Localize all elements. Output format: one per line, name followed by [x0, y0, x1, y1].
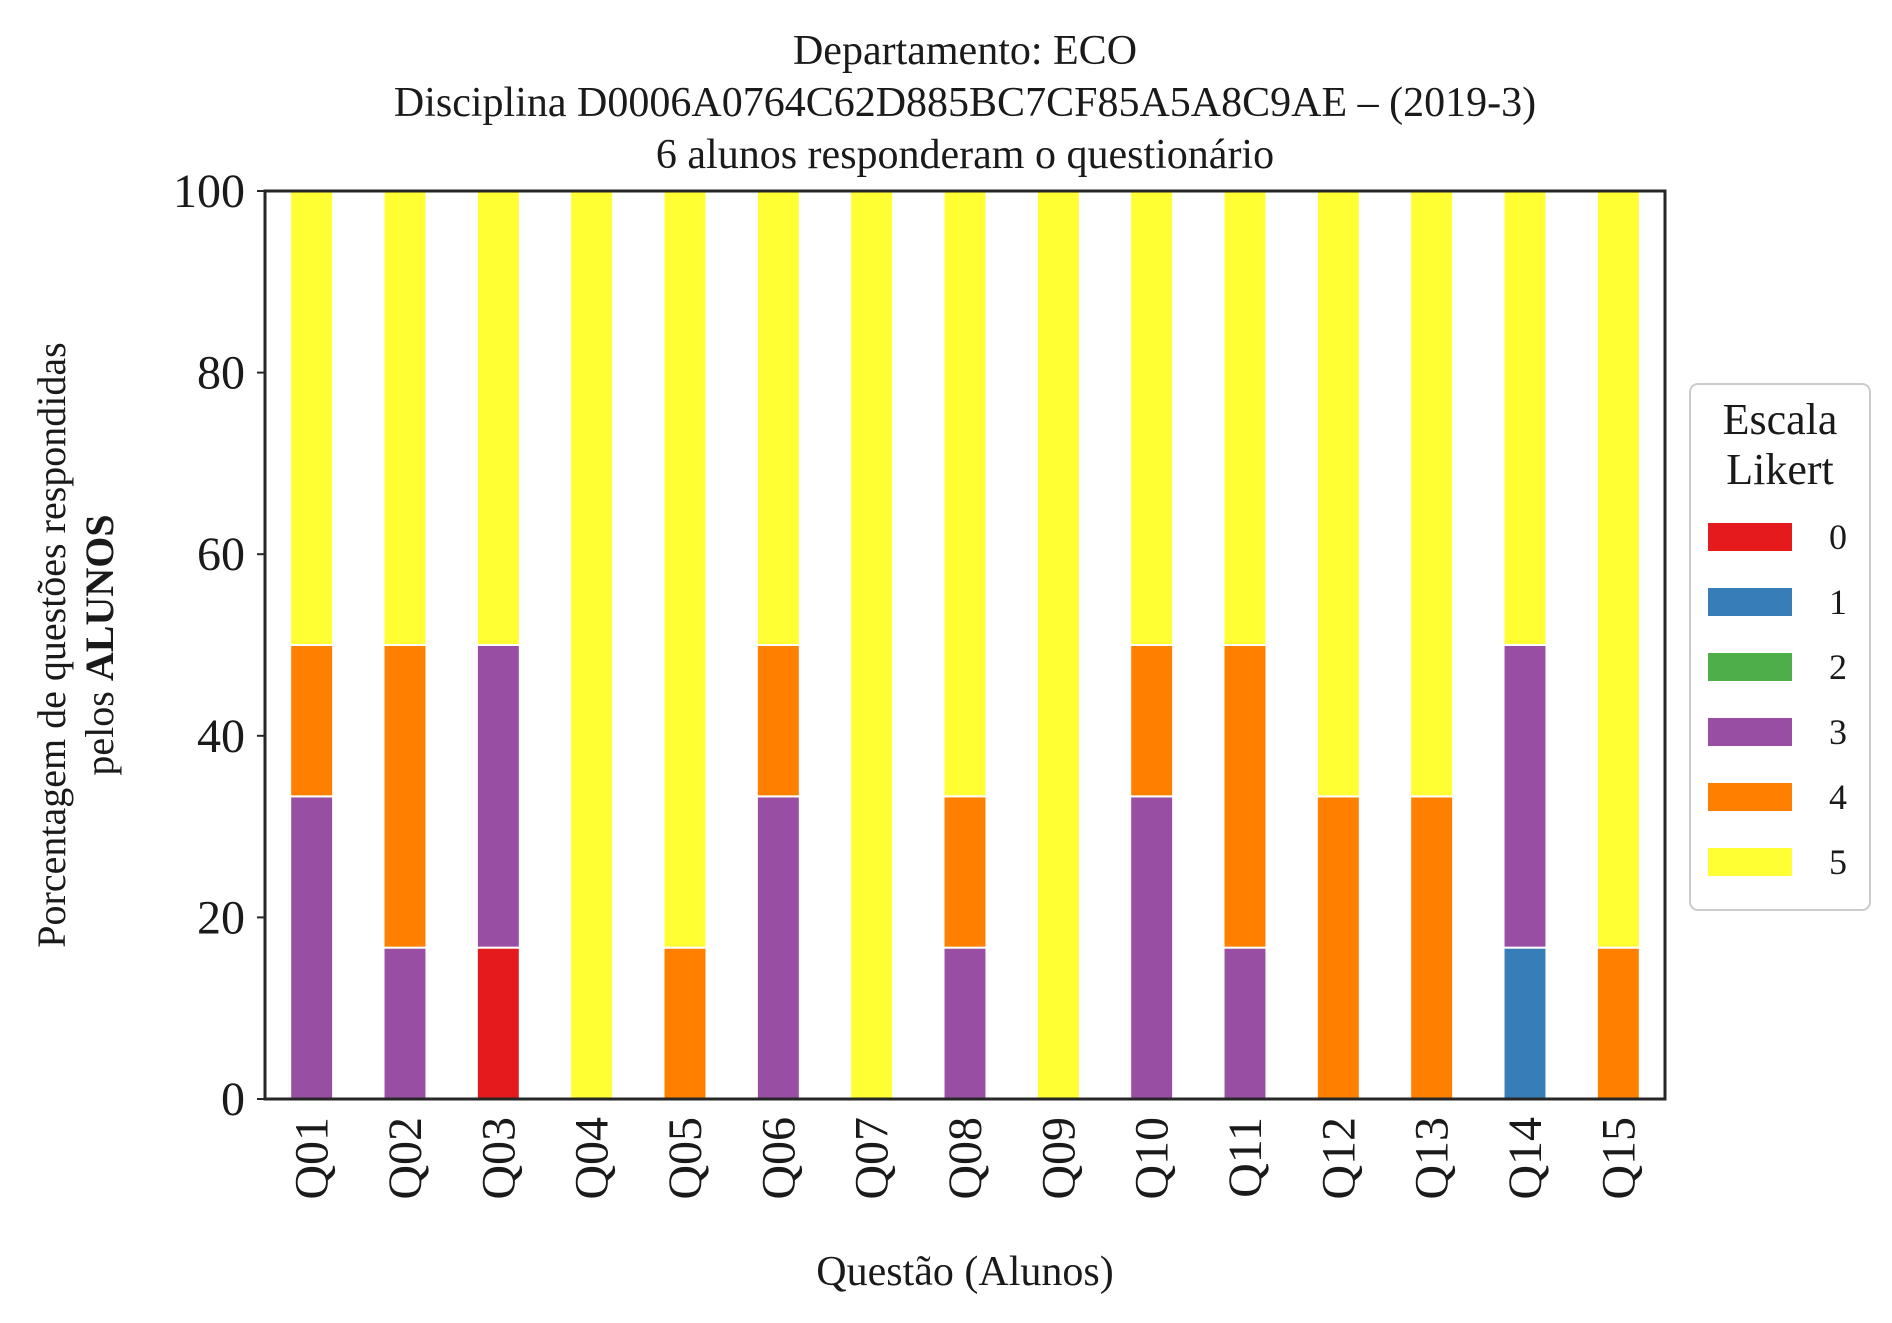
y-axis-label-line-1: Porcentagem de questões respondidas	[29, 342, 74, 947]
legend-label-5: 5	[1829, 842, 1847, 882]
bars-layer	[289, 189, 1641, 1101]
bar-segment-Q07-series-5	[849, 190, 895, 1100]
bar-segment-Q04-series-5	[569, 190, 615, 1100]
bar-segment-Q02-series-5	[382, 190, 428, 646]
legend-label-1: 1	[1829, 582, 1847, 622]
x-tick-label-Q03: Q03	[472, 1117, 525, 1200]
bar-segment-Q06-series-4	[755, 644, 801, 798]
x-tick-label-Q06: Q06	[752, 1117, 805, 1200]
legend-label-0: 0	[1829, 517, 1847, 557]
legend-title-line-1: Escala	[1723, 395, 1838, 444]
bar-segment-Q01-series-3	[289, 795, 335, 1100]
bar-segment-Q05-series-4	[662, 946, 708, 1101]
legend-title-line-2: Likert	[1726, 445, 1834, 494]
bar-segment-Q02-series-4	[382, 644, 428, 949]
title-line-3: 6 alunos responderam o questionário	[656, 132, 1274, 178]
bar-segment-Q11-series-5	[1222, 190, 1268, 646]
legend-items: 0 1 2 3 4 5	[1708, 517, 1847, 882]
bar-segment-Q10-series-4	[1129, 644, 1175, 798]
x-tick-label-Q08: Q08	[939, 1117, 992, 1200]
x-tick-label-Q13: Q13	[1406, 1117, 1459, 1200]
bar-segment-Q11-series-3	[1222, 946, 1268, 1101]
title-line-2: Disciplina D0006A0764C62D885BC7CF85A5A8C…	[394, 80, 1536, 126]
x-tick-label-Q10: Q10	[1126, 1117, 1179, 1200]
x-tick-label-Q07: Q07	[846, 1117, 899, 1200]
x-axis-ticks: Q01 Q02 Q03 Q04 Q05 Q06 Q07 Q08 Q09 Q10 Q11 Q12 Q13 Q…	[286, 1117, 1646, 1200]
bar-segment-Q08-series-4	[942, 795, 988, 949]
x-tick-label-Q15: Q15	[1592, 1117, 1645, 1200]
bar-segment-Q14-series-1	[1502, 946, 1548, 1101]
legend-swatch-3	[1708, 718, 1792, 746]
bar-segment-Q06-series-5	[755, 190, 801, 646]
x-axis-label: Questão (Alunos)	[816, 1249, 1113, 1295]
legend-swatch-4	[1708, 783, 1792, 811]
x-tick-label-Q09: Q09	[1032, 1117, 1085, 1200]
bar-segment-Q10-series-5	[1129, 190, 1175, 646]
bar-segment-Q15-series-5	[1595, 190, 1641, 949]
bar-segment-Q01-series-5	[289, 190, 335, 646]
bar-segment-Q03-series-3	[475, 644, 521, 949]
y-tick-label-80: 80	[197, 347, 245, 400]
bar-segment-Q01-series-4	[289, 644, 335, 798]
y-tick-label-40: 40	[197, 710, 245, 763]
x-tick-label-Q14: Q14	[1499, 1117, 1552, 1200]
bar-segment-Q12-series-4	[1315, 795, 1361, 1100]
x-tick-label-Q11: Q11	[1219, 1117, 1272, 1198]
title-line-1: Departamento: ECO	[793, 28, 1137, 74]
y-tick-label-0: 0	[221, 1073, 245, 1126]
bar-segment-Q14-series-3	[1502, 644, 1548, 949]
bar-segment-Q14-series-5	[1502, 190, 1548, 646]
bar-segment-Q13-series-5	[1409, 190, 1455, 798]
bar-segment-Q15-series-4	[1595, 946, 1641, 1101]
x-tick-label-Q12: Q12	[1312, 1117, 1365, 1200]
bar-segment-Q02-series-3	[382, 946, 428, 1101]
y-tick-label-60: 60	[197, 528, 245, 581]
y-axis-label-prefix: pelos	[77, 681, 122, 775]
x-tick-label-Q01: Q01	[286, 1117, 339, 1200]
legend-label-3: 3	[1829, 712, 1847, 752]
bar-segment-Q08-series-3	[942, 946, 988, 1101]
y-axis-label: Porcentagem de questões respondidas pelo…	[29, 342, 122, 947]
bar-segment-Q12-series-5	[1315, 190, 1361, 798]
bar-segment-Q11-series-4	[1222, 644, 1268, 949]
legend-label-4: 4	[1829, 777, 1847, 817]
legend: Escala Likert 0 1 2 3 4 5	[1689, 383, 1871, 911]
bar-segment-Q03-series-5	[475, 190, 521, 646]
legend-swatch-1	[1708, 588, 1792, 616]
bar-segment-Q08-series-5	[942, 189, 988, 798]
legend-swatch-5	[1708, 848, 1792, 876]
bar-segment-Q10-series-3	[1129, 795, 1175, 1100]
y-axis-ticks: 0 20 40 60 80 100	[173, 165, 265, 1126]
y-axis-label-line-2: pelos ALUNOS	[77, 514, 122, 775]
bar-segment-Q05-series-5	[662, 190, 708, 949]
bar-segment-Q13-series-4	[1409, 795, 1455, 1100]
legend-swatch-0	[1708, 523, 1792, 551]
plot-frame	[263, 189, 1667, 1101]
legend-box	[1689, 383, 1871, 911]
bar-segment-Q09-series-5	[1035, 190, 1081, 1100]
y-tick-label-20: 20	[197, 891, 245, 944]
bar-segment-Q06-series-3	[755, 795, 801, 1100]
chart-title: Departamento: ECO Disciplina D0006A0764C…	[394, 28, 1536, 178]
bar-segment-Q03-series-0	[475, 946, 521, 1101]
x-tick-label-Q02: Q02	[379, 1117, 432, 1200]
y-axis-label-bold: ALUNOS	[77, 514, 122, 681]
legend-swatch-2	[1708, 653, 1792, 681]
x-tick-label-Q05: Q05	[659, 1117, 712, 1200]
y-tick-label-100: 100	[173, 165, 245, 218]
legend-label-2: 2	[1829, 647, 1847, 687]
x-tick-label-Q04: Q04	[566, 1117, 619, 1200]
